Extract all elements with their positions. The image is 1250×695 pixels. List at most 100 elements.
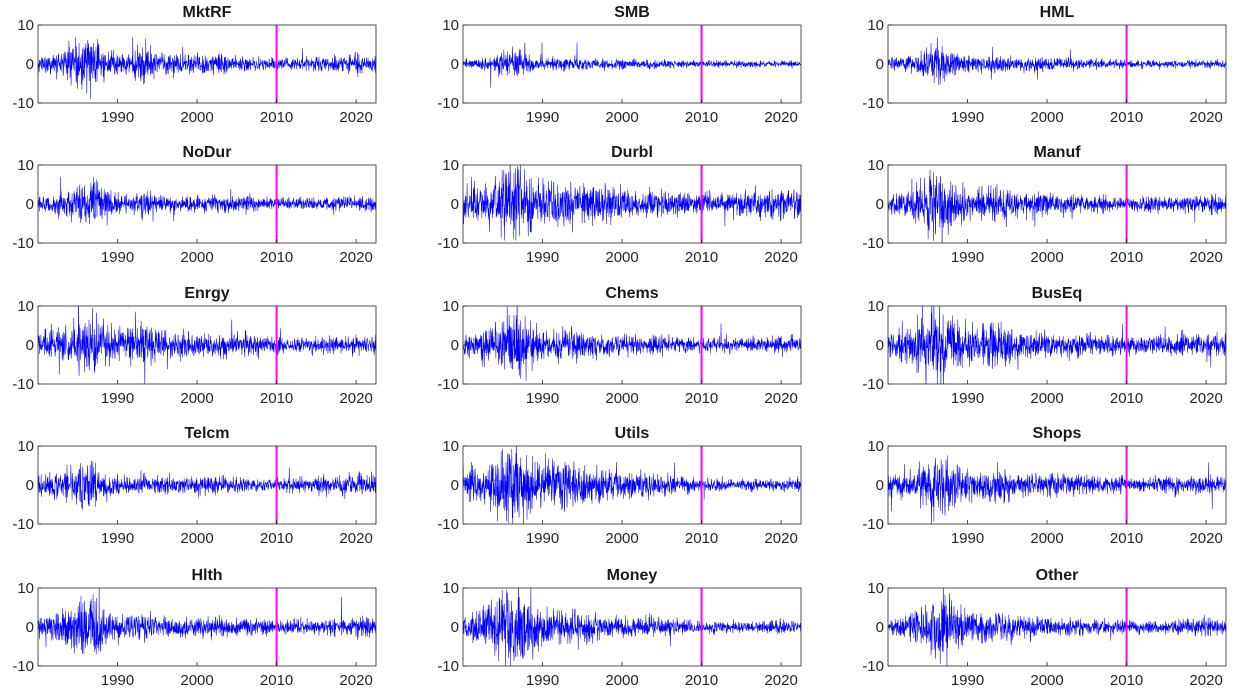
y-tick-label: 10	[442, 157, 459, 174]
panel-title-manuf: Manuf	[1033, 144, 1081, 161]
x-tick-label: 1990	[951, 109, 984, 126]
x-tick-label: 2020	[764, 672, 797, 689]
x-tick-label: 2020	[764, 390, 797, 407]
x-tick-label: 1990	[951, 390, 984, 407]
y-tick-label: 0	[876, 196, 884, 213]
panel-utils: Utils 10 0 -10 1990 2000 2010 2020	[437, 425, 802, 547]
series-line-nodur	[38, 176, 376, 226]
panel-title-shops: Shops	[1033, 425, 1082, 442]
x-tick-label: 2010	[685, 390, 718, 407]
panel-title-mktrf: MktRF	[183, 4, 232, 21]
y-tick-label: -10	[437, 516, 459, 533]
x-tick-label: 2020	[339, 672, 372, 689]
panel-title-durbl: Durbl	[611, 144, 653, 161]
y-tick-label: 10	[442, 438, 459, 455]
series-line-hml	[888, 37, 1226, 85]
panel-title-smb: SMB	[614, 4, 650, 21]
x-tick-label: 2010	[260, 390, 293, 407]
x-tick-label: 1990	[951, 672, 984, 689]
x-tick-label: 1990	[526, 249, 559, 266]
y-tick-label: -10	[862, 376, 884, 393]
x-tick-label: 2000	[180, 672, 213, 689]
series-line-enrgy	[38, 306, 376, 384]
panel-hlth: Hlth 10 0 -10 1990 2000 2010 2020	[12, 567, 377, 689]
y-tick-label: -10	[437, 376, 459, 393]
y-tick-label: 0	[451, 477, 459, 494]
x-tick-label: 1990	[951, 530, 984, 547]
y-tick-label: -10	[12, 95, 34, 112]
x-tick-label: 2010	[260, 109, 293, 126]
panel-title-enrgy: Enrgy	[184, 285, 229, 302]
y-tick-label: -10	[437, 235, 459, 252]
panel-title-utils: Utils	[615, 425, 650, 442]
x-tick-label: 2000	[605, 109, 638, 126]
y-tick-label: 10	[867, 580, 884, 597]
x-tick-label: 2020	[764, 249, 797, 266]
y-tick-label: 0	[876, 337, 884, 354]
x-tick-label: 2000	[605, 672, 638, 689]
panel-durbl: Durbl 10 0 -10 1990 2000 2010 2020	[437, 144, 802, 266]
y-tick-label: 10	[442, 17, 459, 34]
x-tick-label: 2020	[339, 249, 372, 266]
panel-hml: HML 10 0 -10 1990 2000 2010 2020	[862, 4, 1227, 126]
series-line-shops	[888, 455, 1226, 524]
panel-title-telcm: Telcm	[184, 425, 229, 442]
x-tick-label: 1990	[526, 109, 559, 126]
y-tick-label: 10	[867, 298, 884, 315]
x-tick-label: 2000	[1030, 109, 1063, 126]
x-tick-label: 2010	[1110, 109, 1143, 126]
y-tick-label: -10	[12, 658, 34, 675]
y-tick-label: 10	[17, 157, 34, 174]
y-tick-label: 0	[451, 619, 459, 636]
y-tick-label: 10	[867, 438, 884, 455]
series-line-other	[888, 588, 1226, 666]
x-tick-label: 2020	[1189, 390, 1222, 407]
y-tick-label: 10	[867, 17, 884, 34]
y-tick-label: -10	[862, 658, 884, 675]
y-tick-label: 0	[876, 56, 884, 73]
panel-title-buseq: BusEq	[1032, 285, 1083, 302]
x-tick-label: 2010	[260, 530, 293, 547]
x-tick-label: 2010	[1110, 530, 1143, 547]
y-tick-label: 0	[876, 619, 884, 636]
series-line-utils	[463, 446, 801, 524]
y-tick-label: 10	[442, 580, 459, 597]
panel-title-hlth: Hlth	[191, 567, 222, 584]
x-tick-label: 2020	[339, 390, 372, 407]
panel-telcm: Telcm 10 0 -10 1990 2000 2010 2020	[12, 425, 377, 547]
y-tick-label: 0	[26, 337, 34, 354]
y-tick-label: 0	[876, 477, 884, 494]
panel-enrgy: Enrgy 10 0 -10 1990 2000 2010 2020	[12, 285, 377, 407]
x-tick-label: 2000	[1030, 530, 1063, 547]
x-tick-label: 2000	[180, 109, 213, 126]
x-tick-label: 2010	[685, 109, 718, 126]
y-tick-label: -10	[862, 516, 884, 533]
y-tick-label: -10	[12, 516, 34, 533]
y-tick-label: 10	[442, 298, 459, 315]
panel-smb: SMB 10 0 -10 1990 2000 2010 2020	[437, 4, 802, 126]
x-tick-label: 1990	[526, 390, 559, 407]
panel-title-hml: HML	[1040, 4, 1075, 21]
x-tick-label: 1990	[101, 390, 134, 407]
panel-title-money: Money	[607, 567, 658, 584]
x-tick-label: 2020	[764, 109, 797, 126]
x-tick-label: 2000	[180, 390, 213, 407]
x-tick-label: 2010	[685, 249, 718, 266]
x-tick-label: 2020	[1189, 249, 1222, 266]
x-tick-label: 2000	[605, 530, 638, 547]
series-line-hlth	[38, 588, 376, 655]
x-tick-label: 2000	[605, 390, 638, 407]
y-tick-label: 10	[17, 580, 34, 597]
x-tick-label: 2020	[339, 109, 372, 126]
panel-mktrf: MktRF 10 0 -10 1990 2000 2010 2020	[12, 4, 377, 126]
panel-chems: Chems 10 0 -10 1990 2000 2010 2020	[437, 285, 802, 407]
series-line-smb	[463, 42, 801, 88]
x-tick-label: 1990	[526, 530, 559, 547]
y-tick-label: 0	[451, 337, 459, 354]
x-tick-label: 1990	[101, 530, 134, 547]
x-tick-label: 2000	[180, 530, 213, 547]
y-tick-label: 0	[26, 477, 34, 494]
series-line-manuf	[888, 169, 1226, 243]
x-tick-label: 1990	[951, 249, 984, 266]
